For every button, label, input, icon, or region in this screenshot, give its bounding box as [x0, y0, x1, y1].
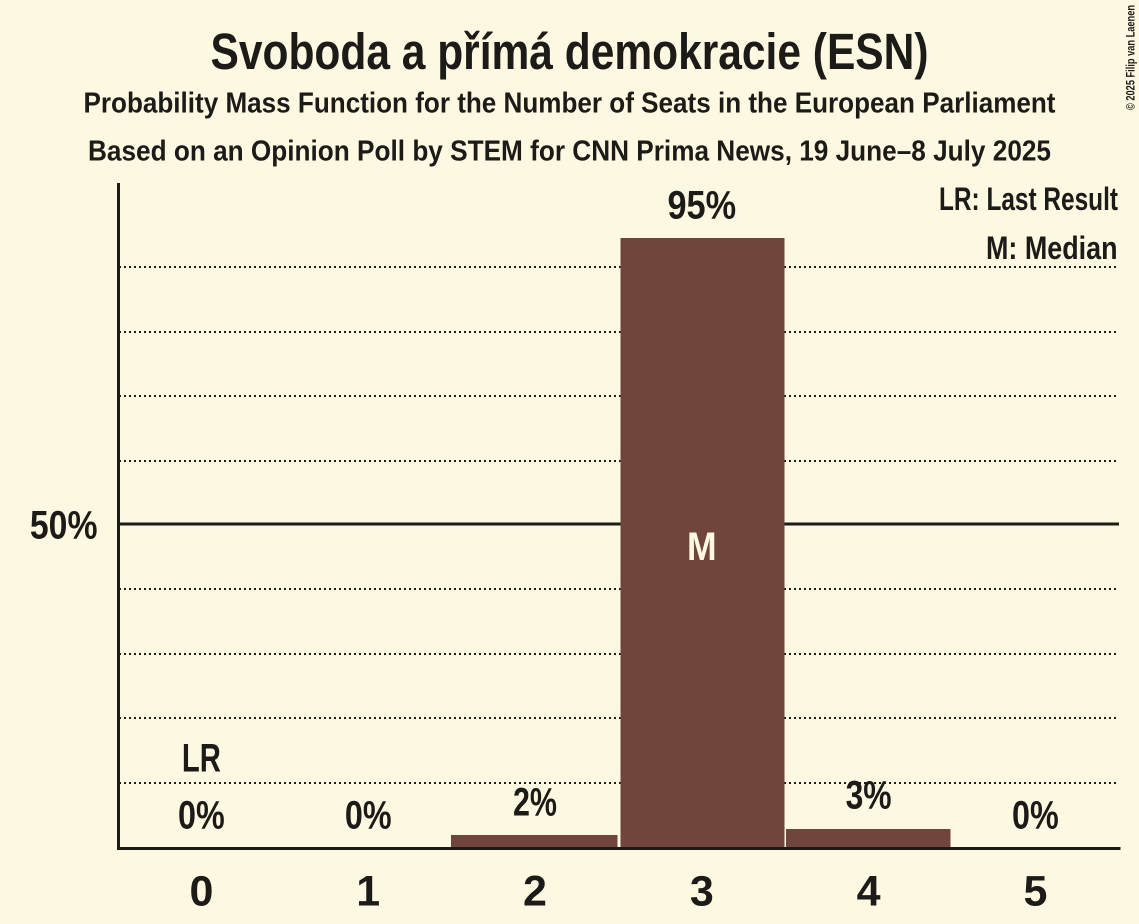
- svg-text:© 2025 Filip van Laenen: © 2025 Filip van Laenen: [1126, 5, 1138, 110]
- svg-text:LR: LR: [182, 737, 221, 781]
- svg-text:3%: 3%: [846, 774, 892, 818]
- svg-text:5: 5: [1023, 867, 1047, 915]
- svg-text:2%: 2%: [513, 781, 557, 825]
- svg-text:LR: Last Result: LR: Last Result: [939, 181, 1118, 217]
- svg-text:1: 1: [356, 867, 380, 915]
- svg-text:4: 4: [857, 867, 881, 915]
- svg-text:Probability Mass Function for: Probability Mass Function for the Number…: [84, 88, 1056, 120]
- svg-text:3: 3: [690, 867, 714, 915]
- svg-text:95%: 95%: [668, 184, 737, 228]
- svg-text:M: Median: M: Median: [986, 230, 1118, 266]
- svg-text:0%: 0%: [1012, 794, 1059, 838]
- svg-text:Svoboda a přímá demokracie (ES: Svoboda a přímá demokracie (ESN): [211, 23, 929, 80]
- svg-text:0: 0: [189, 867, 213, 915]
- svg-text:M: M: [687, 525, 717, 569]
- svg-text:2: 2: [523, 867, 547, 915]
- svg-text:0%: 0%: [345, 794, 392, 838]
- svg-text:Based on an Opinion Poll by ST: Based on an Opinion Poll by STEM for CNN…: [88, 136, 1051, 168]
- svg-text:0%: 0%: [178, 794, 225, 838]
- svg-text:50%: 50%: [30, 504, 98, 548]
